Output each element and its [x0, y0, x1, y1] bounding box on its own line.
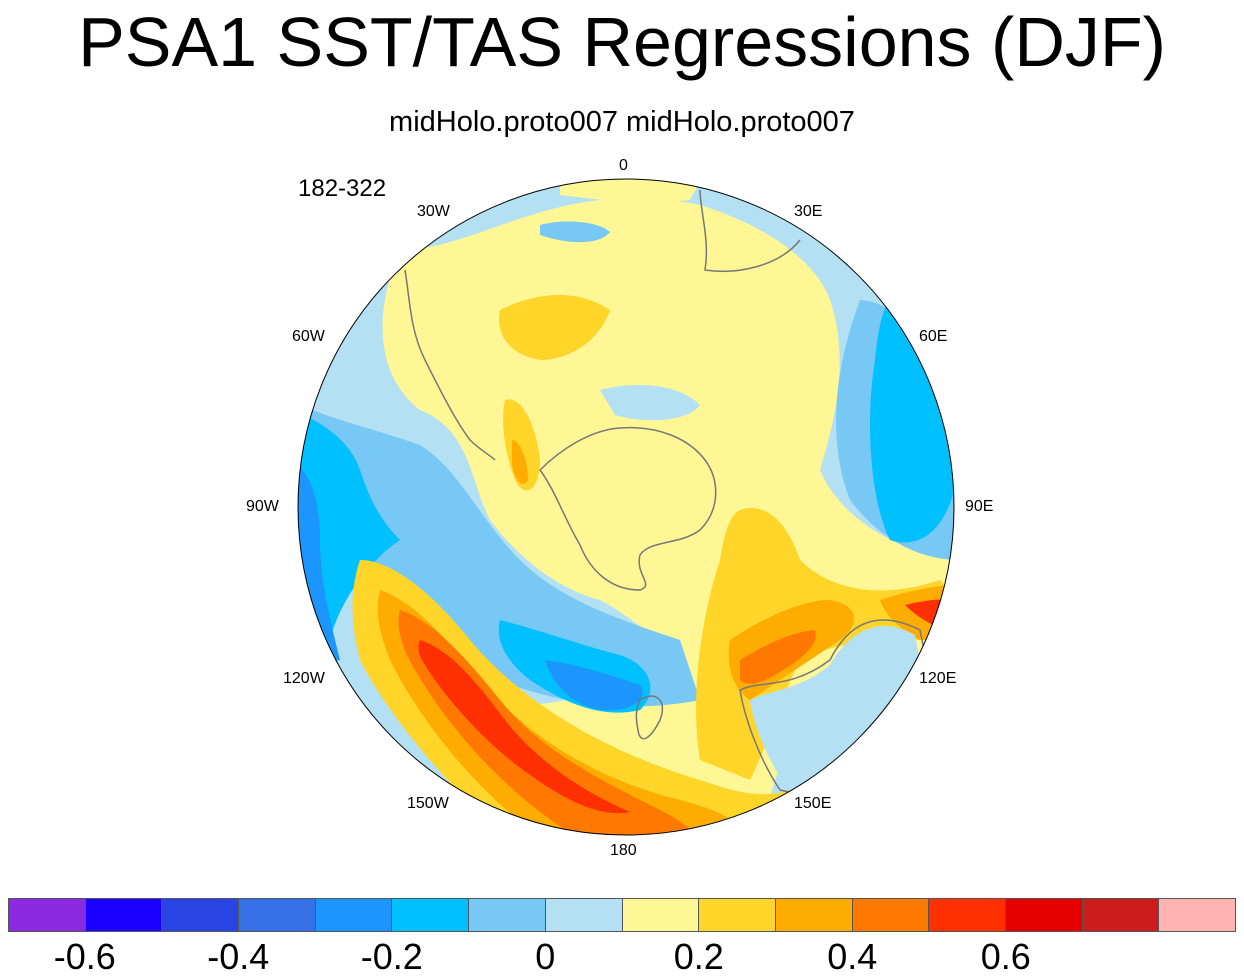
map-border: [297, 178, 955, 836]
colorbar-label: 0: [535, 936, 556, 977]
colorbar-box: [162, 899, 240, 931]
lon-label-30w: 30W: [417, 203, 450, 220]
colorbar-box: [775, 899, 853, 931]
coast-antarctica: [539, 426, 717, 591]
colorbar-label: -0.4: [207, 936, 270, 977]
field-yellow-peninsula: [503, 399, 540, 491]
field-dark-orange-sw: [398, 610, 695, 835]
lon-label-30e: 30E: [794, 203, 823, 220]
colorbar-box: [852, 899, 930, 931]
main-title: PSA1 SST/TAS Regressions (DJF): [78, 3, 1166, 81]
lon-label-90e: 90E: [965, 498, 994, 515]
lon-label-0: 0: [619, 157, 628, 174]
lon-label-150e: 150E: [794, 795, 832, 812]
colorbar-box: [9, 899, 86, 931]
lon-label-180: 180: [610, 842, 637, 859]
field-light-blue-north: [540, 221, 610, 243]
colorbar-box: [1082, 899, 1160, 931]
lon-label-120w: 120W: [283, 670, 325, 687]
colorbar-box: [1159, 899, 1235, 931]
field-dark-orange-se: [740, 630, 816, 684]
land-antarctica: [548, 431, 711, 586]
coast-south-america: [404, 269, 496, 461]
field-pale-yellow-top: [560, 179, 700, 203]
field-orange-peninsula: [512, 440, 528, 485]
subtitle: midHolo.proto007 midHolo.proto007: [389, 106, 855, 138]
field-cyan-east: [870, 300, 954, 543]
colorbar-box: [1005, 899, 1083, 931]
coast-africa: [699, 189, 801, 272]
colorbar-label: -0.6: [53, 936, 116, 977]
polar-map: [297, 178, 955, 836]
lon-label-150w: 150W: [407, 795, 449, 812]
colorbar-box: [85, 899, 163, 931]
colorbar-box: [929, 899, 1006, 931]
colorbar-label: 0.2: [673, 936, 724, 977]
field-light-blue-inner: [395, 445, 479, 549]
field-yellow-north: [499, 295, 610, 360]
lon-label-120e: 120E: [919, 670, 957, 687]
year-range-label: 182-322: [298, 175, 387, 202]
coast-new-zealand: [635, 695, 664, 740]
colorbar: [8, 898, 1236, 932]
field-pale-blue-wedge: [600, 385, 700, 421]
field-yellow-sw: [352, 560, 790, 835]
colorbar-label: 0.6: [980, 936, 1031, 977]
colorbar-label: 0.4: [827, 936, 878, 977]
lon-label-60e: 60E: [919, 328, 948, 345]
field-light-blue-west: [298, 400, 700, 707]
colorbar-box: [622, 899, 700, 931]
lon-label-60w: 60W: [292, 328, 325, 345]
colorbar-box: [239, 899, 316, 931]
sst-regression-field: [298, 179, 954, 835]
colorbar-box: [699, 899, 776, 931]
field-mid-blue-south: [545, 660, 643, 711]
colorbar-label: -0.2: [360, 936, 423, 977]
colorbar-box: [315, 899, 393, 931]
colorbar-box: [392, 899, 470, 931]
lon-label-90w: 90W: [246, 498, 279, 515]
colorbar-box: [469, 899, 546, 931]
field-red-sw: [418, 640, 630, 814]
colorbar-box: [545, 899, 623, 931]
